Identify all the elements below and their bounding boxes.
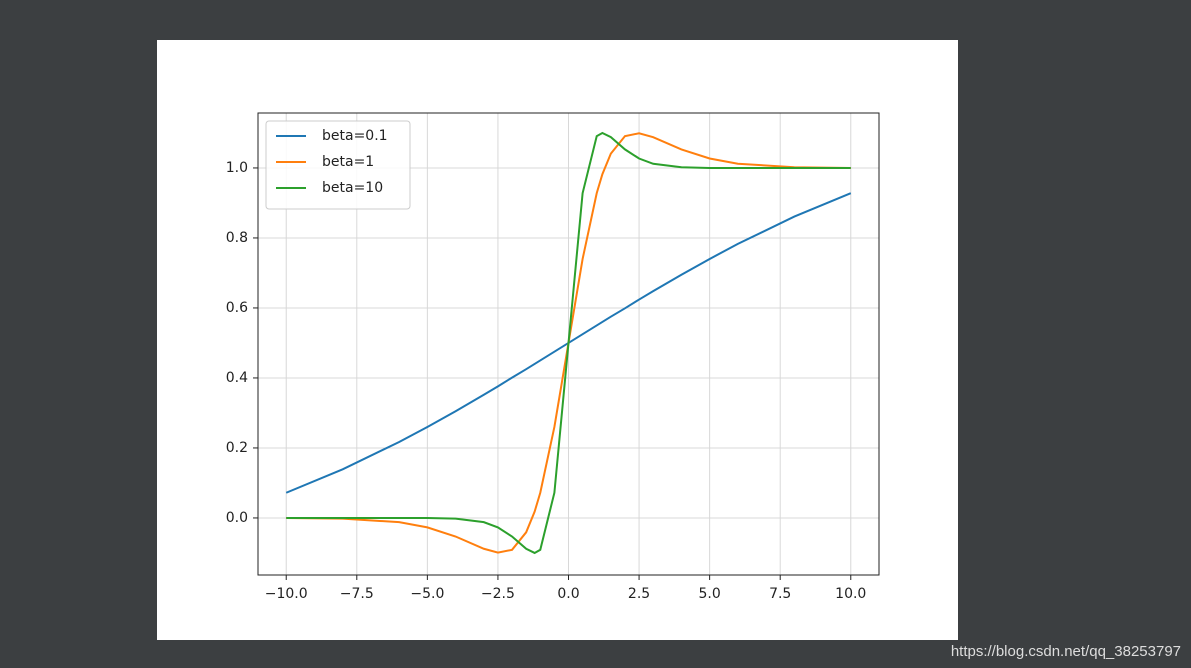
legend-label: beta=1: [322, 154, 374, 170]
x-tick-label: −7.5: [340, 586, 374, 602]
x-tick-label: −10.0: [265, 586, 308, 602]
x-tick-label: 5.0: [699, 586, 721, 602]
x-tick-label: −2.5: [481, 586, 515, 602]
legend-label: beta=0.1: [322, 128, 388, 144]
y-tick-label: 0.0: [226, 510, 248, 526]
watermark: https://blog.csdn.net/qq_38253797: [950, 643, 1181, 660]
y-tick-label: 0.6: [226, 300, 248, 316]
x-tick-label: −5.0: [410, 586, 444, 602]
legend-label: beta=10: [322, 180, 383, 196]
x-tick-label: 10.0: [835, 586, 866, 602]
y-tick-label: 0.8: [226, 230, 248, 246]
x-tick-label: 0.0: [557, 586, 579, 602]
y-tick-label: 0.4: [226, 370, 248, 386]
series-line: [286, 131, 851, 555]
y-tick-label: 0.2: [226, 440, 248, 456]
y-tick-label: 1.0: [226, 160, 248, 176]
axes-frame: [257, 112, 880, 576]
x-tick-label: 2.5: [628, 586, 650, 602]
x-tick-label: 7.5: [769, 586, 791, 602]
